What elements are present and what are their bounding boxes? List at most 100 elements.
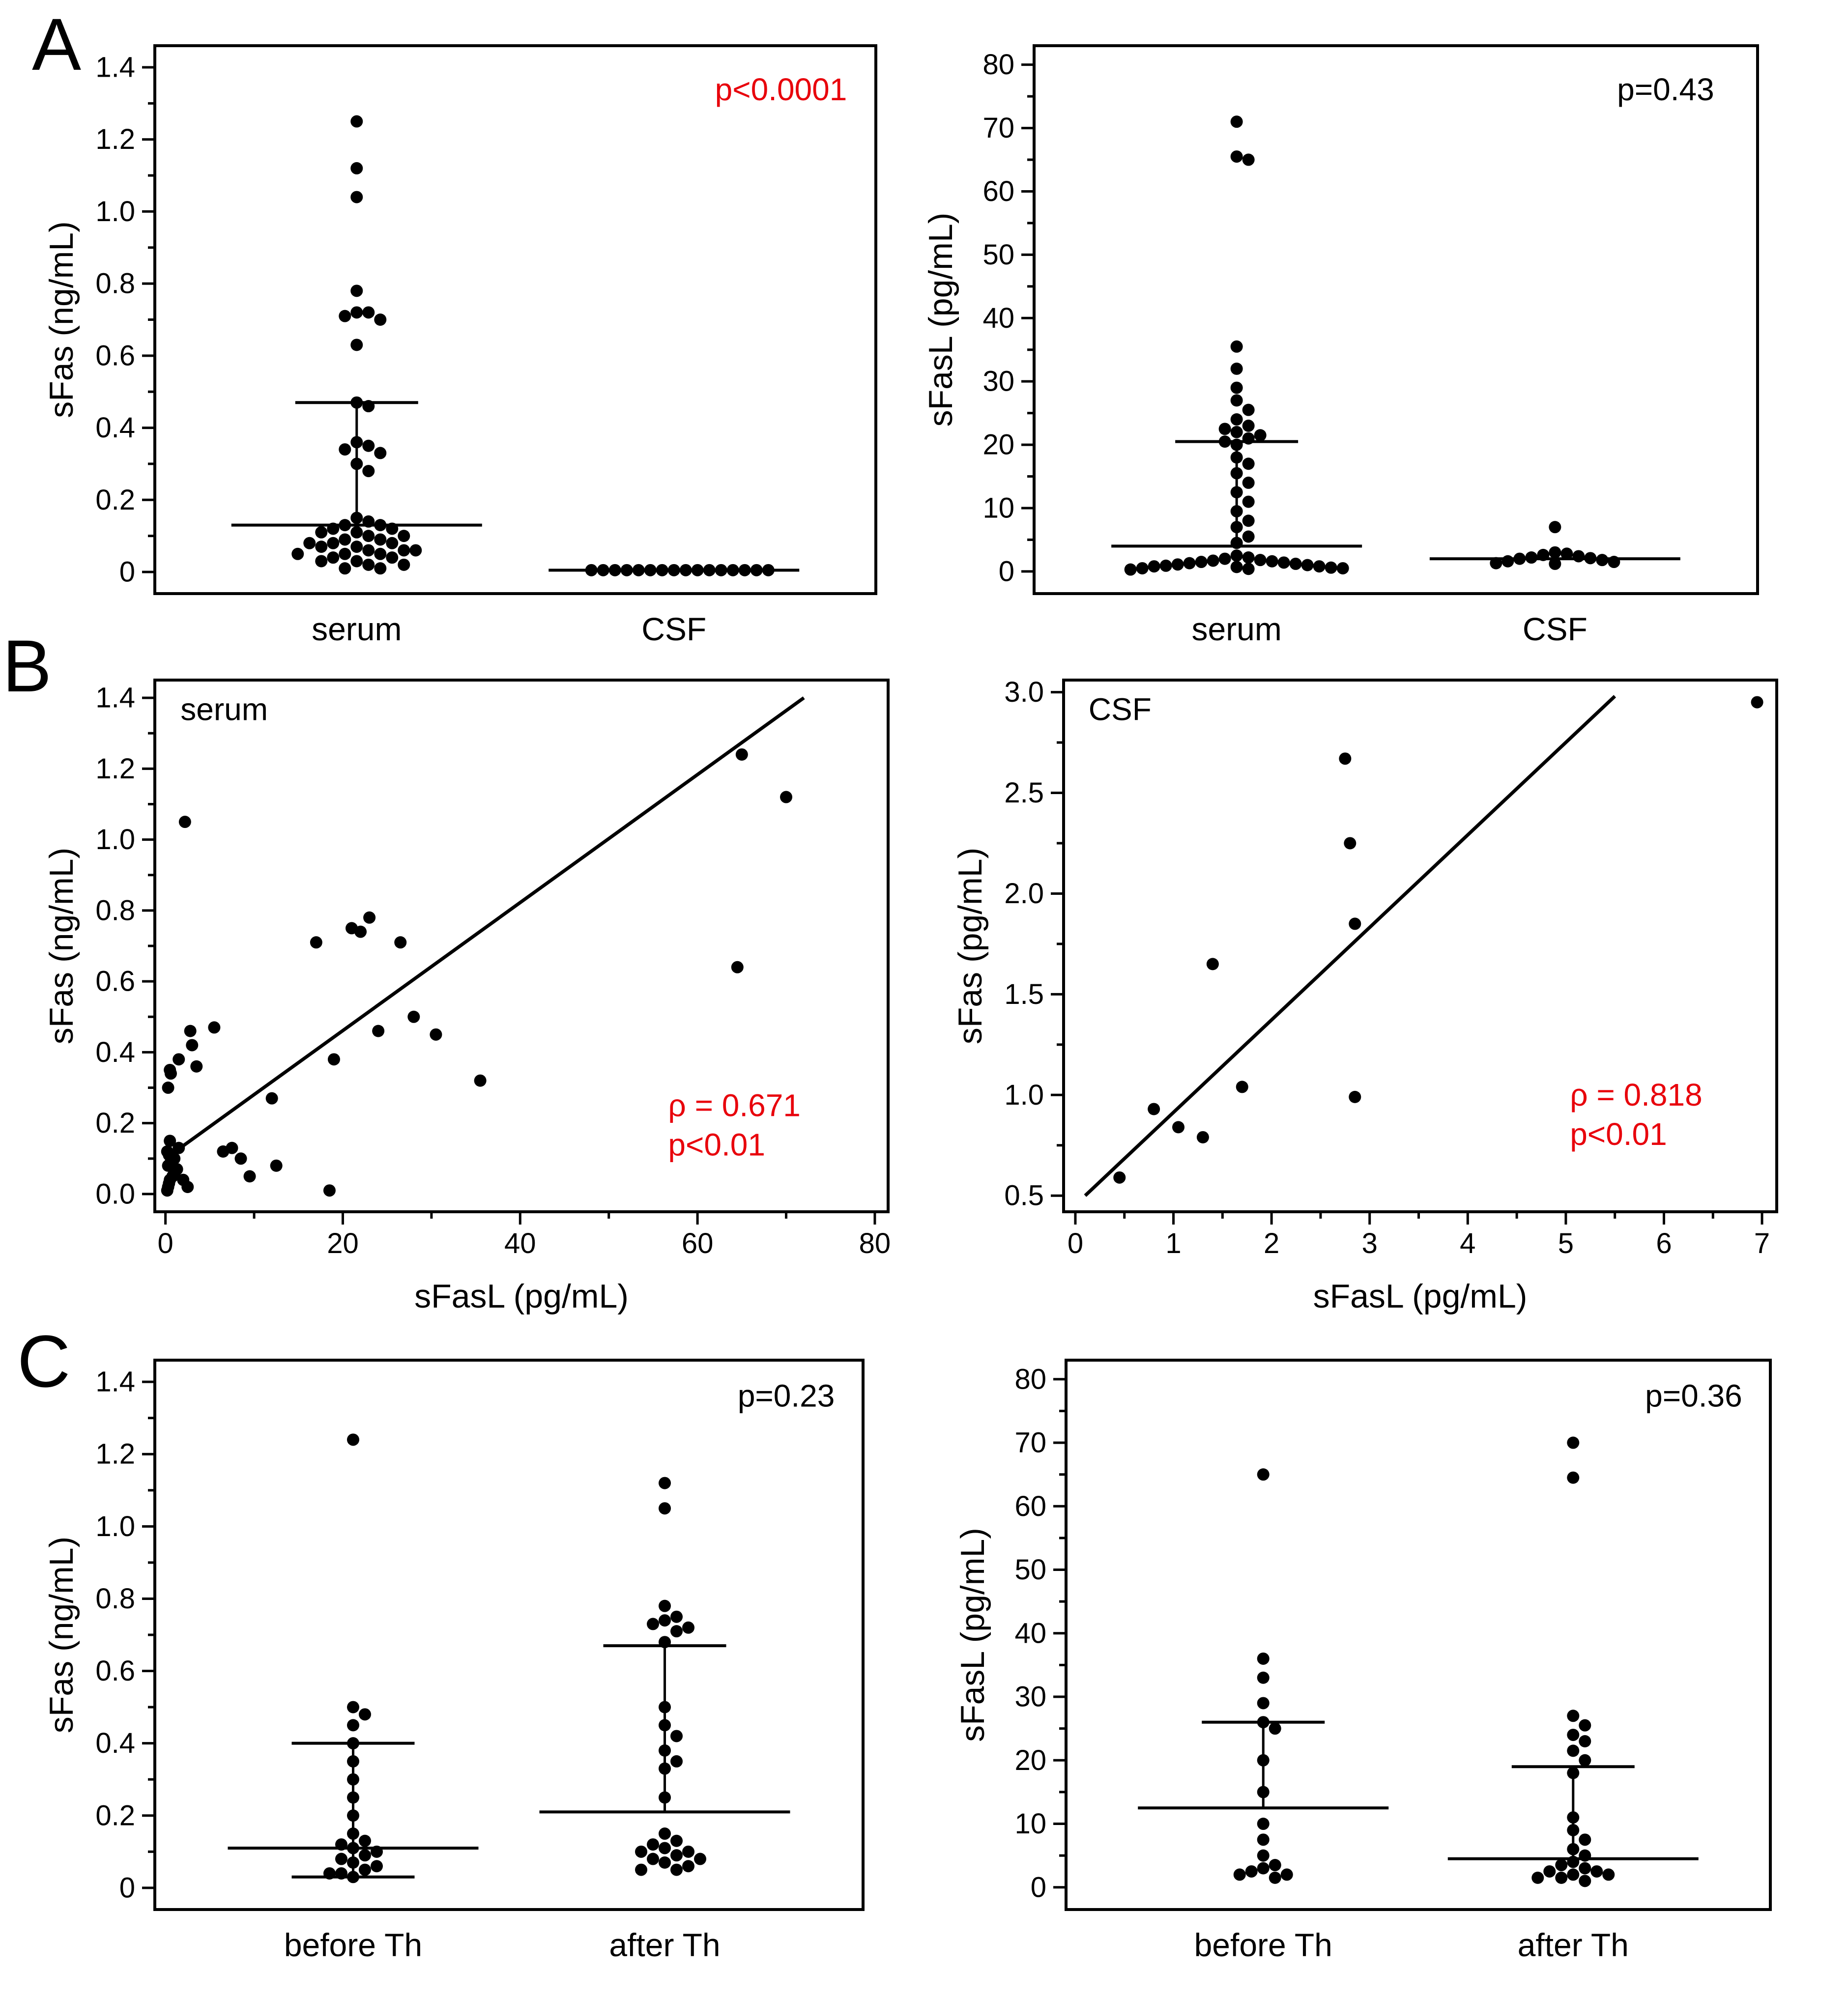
svg-text:4: 4	[1460, 1227, 1475, 1259]
chart-b_right: 0.5 1.0 1.5 2.0 2.5 3.0 sFas (pg/mL) 0 1 2 3 4 5 6 7 sF…	[952, 676, 1778, 1315]
svg-text:1.2: 1.2	[95, 123, 135, 155]
plot-frame-a_left	[153, 44, 877, 595]
panel-label-b: B	[2, 625, 52, 707]
category-label-a_right-1: CSF	[1523, 611, 1588, 647]
svg-text:0: 0	[119, 1872, 135, 1904]
stat-annotation-c_left-0: p=0.23	[738, 1378, 835, 1414]
svg-text:70: 70	[982, 112, 1014, 144]
chart-a_left: 0 0.2 0.4 0.6 0.8 1.0 1.2 1.4 sFas (ng/mL) serum C…	[43, 44, 877, 647]
svg-text:60: 60	[682, 1227, 714, 1259]
svg-text:1.4: 1.4	[95, 682, 135, 714]
svg-text:3.0: 3.0	[1004, 676, 1044, 708]
plot-frame-b_left	[153, 679, 890, 1213]
inplot-label-b_left: serum	[180, 692, 268, 727]
svg-text:80: 80	[859, 1227, 891, 1259]
y-axis-label-a_left: sFas (ng/mL)	[43, 221, 80, 418]
stat-annotation-b_right-1: p<0.01	[1570, 1116, 1667, 1152]
regression-line-b_left	[164, 696, 805, 1160]
plot-frame-b_right	[1062, 679, 1778, 1213]
y-axis-label-a_right: sFasL (pg/mL)	[922, 213, 959, 427]
category-label-c_left-0: before Th	[284, 1927, 422, 1963]
svg-text:60: 60	[1014, 1490, 1046, 1522]
svg-text:0.4: 0.4	[95, 1727, 135, 1759]
svg-text:0: 0	[999, 555, 1014, 587]
svg-text:1.5: 1.5	[1004, 978, 1044, 1010]
svg-text:7: 7	[1754, 1227, 1770, 1259]
svg-text:80: 80	[982, 49, 1014, 81]
svg-text:20: 20	[1014, 1744, 1046, 1776]
y-axis-label-b_right: sFas (pg/mL)	[952, 848, 989, 1045]
svg-text:0.2: 0.2	[95, 484, 135, 516]
inplot-label-b_right: CSF	[1089, 692, 1152, 727]
svg-text:0.8: 0.8	[95, 268, 135, 300]
category-label-c_right-1: after Th	[1518, 1927, 1629, 1963]
svg-text:10: 10	[982, 492, 1014, 524]
svg-text:3: 3	[1362, 1227, 1378, 1259]
svg-text:0.6: 0.6	[95, 1655, 135, 1687]
chart-b_left: 0.0 0.2 0.4 0.6 0.8 1.0 1.2 1.4 sFas (ng/mL) 0 20 4…	[43, 679, 891, 1315]
dots-c_right-1	[1531, 1436, 1615, 1887]
plot-frame-a_right	[1033, 44, 1759, 595]
svg-text:1.0: 1.0	[1004, 1079, 1044, 1111]
svg-text:0.5: 0.5	[1004, 1180, 1044, 1212]
y-axis-label-b_left: sFas (ng/mL)	[43, 848, 80, 1045]
plot-frame-c_left	[153, 1359, 865, 1911]
svg-text:0.2: 0.2	[95, 1799, 135, 1831]
category-label-a_left-1: CSF	[641, 611, 706, 647]
stat-annotation-a_right-0: p=0.43	[1617, 72, 1714, 107]
svg-text:10: 10	[1014, 1808, 1046, 1840]
svg-text:6: 6	[1656, 1227, 1672, 1259]
stat-annotation-c_right-0: p=0.36	[1645, 1378, 1742, 1414]
svg-text:0.0: 0.0	[95, 1178, 135, 1210]
x-axis-label-b_right: sFasL (pg/mL)	[1313, 1278, 1528, 1315]
svg-text:80: 80	[1014, 1363, 1046, 1395]
y-axis-label-c_left: sFas (ng/mL)	[43, 1537, 80, 1734]
regression-line-b_right	[1084, 695, 1617, 1197]
svg-text:2.0: 2.0	[1004, 878, 1044, 910]
category-label-a_left-0: serum	[312, 611, 402, 647]
svg-text:30: 30	[1014, 1681, 1046, 1713]
stat-annotation-b_left-0: ρ = 0.671	[668, 1088, 801, 1123]
svg-text:0.6: 0.6	[95, 340, 135, 371]
svg-text:0.8: 0.8	[95, 1583, 135, 1615]
svg-text:0.2: 0.2	[95, 1107, 135, 1139]
chart-c_right: 0 10 20 30 40 50 60 70 80 sFasL (pg/mL) before Th a…	[954, 1359, 1772, 1963]
svg-text:1.0: 1.0	[95, 196, 135, 228]
svg-text:20: 20	[982, 429, 1014, 461]
svg-text:40: 40	[504, 1227, 536, 1259]
points-b_left	[161, 748, 793, 1197]
category-label-a_right-0: serum	[1191, 611, 1281, 647]
dots-a_left-0	[291, 115, 422, 575]
chart-c_left: 0 0.2 0.4 0.6 0.8 1.0 1.2 1.4 sFas (ng/mL) before…	[43, 1359, 865, 1963]
category-label-c_left-1: after Th	[609, 1927, 720, 1963]
stat-annotation-a_left-0: p<0.0001	[715, 72, 847, 107]
svg-text:2.5: 2.5	[1004, 777, 1044, 809]
svg-text:30: 30	[982, 366, 1014, 398]
svg-text:1.4: 1.4	[95, 1366, 135, 1398]
svg-text:40: 40	[982, 302, 1014, 334]
category-label-c_right-0: before Th	[1194, 1927, 1332, 1963]
plot-frame-c_right	[1065, 1359, 1772, 1911]
dots-c_left-1	[635, 1477, 707, 1876]
svg-text:1.2: 1.2	[95, 753, 135, 785]
svg-text:1.2: 1.2	[95, 1438, 135, 1470]
points-b_right	[1113, 696, 1763, 1184]
dots-a_right-1	[1490, 521, 1620, 570]
svg-text:0: 0	[1068, 1227, 1083, 1259]
dots-c_right-0	[1233, 1468, 1293, 1884]
stat-annotation-b_left-1: p<0.01	[668, 1127, 765, 1163]
y-axis-label-c_right: sFasL (pg/mL)	[954, 1528, 991, 1742]
svg-text:1.4: 1.4	[95, 52, 135, 84]
svg-text:70: 70	[1014, 1427, 1046, 1459]
x-axis-label-b_left: sFasL (pg/mL)	[414, 1278, 629, 1315]
svg-text:1.0: 1.0	[95, 1511, 135, 1542]
svg-text:2: 2	[1264, 1227, 1279, 1259]
panel-label-a: A	[32, 3, 82, 86]
dots-a_left-1	[585, 564, 775, 576]
svg-text:1: 1	[1165, 1227, 1181, 1259]
svg-text:50: 50	[1014, 1554, 1046, 1586]
svg-text:0.4: 0.4	[95, 1036, 135, 1068]
chart-a_right: 0 10 20 30 40 50 60 70 80 sFasL (pg/mL) serum CSF p=…	[922, 44, 1759, 647]
panel-label-c: C	[17, 1320, 71, 1402]
